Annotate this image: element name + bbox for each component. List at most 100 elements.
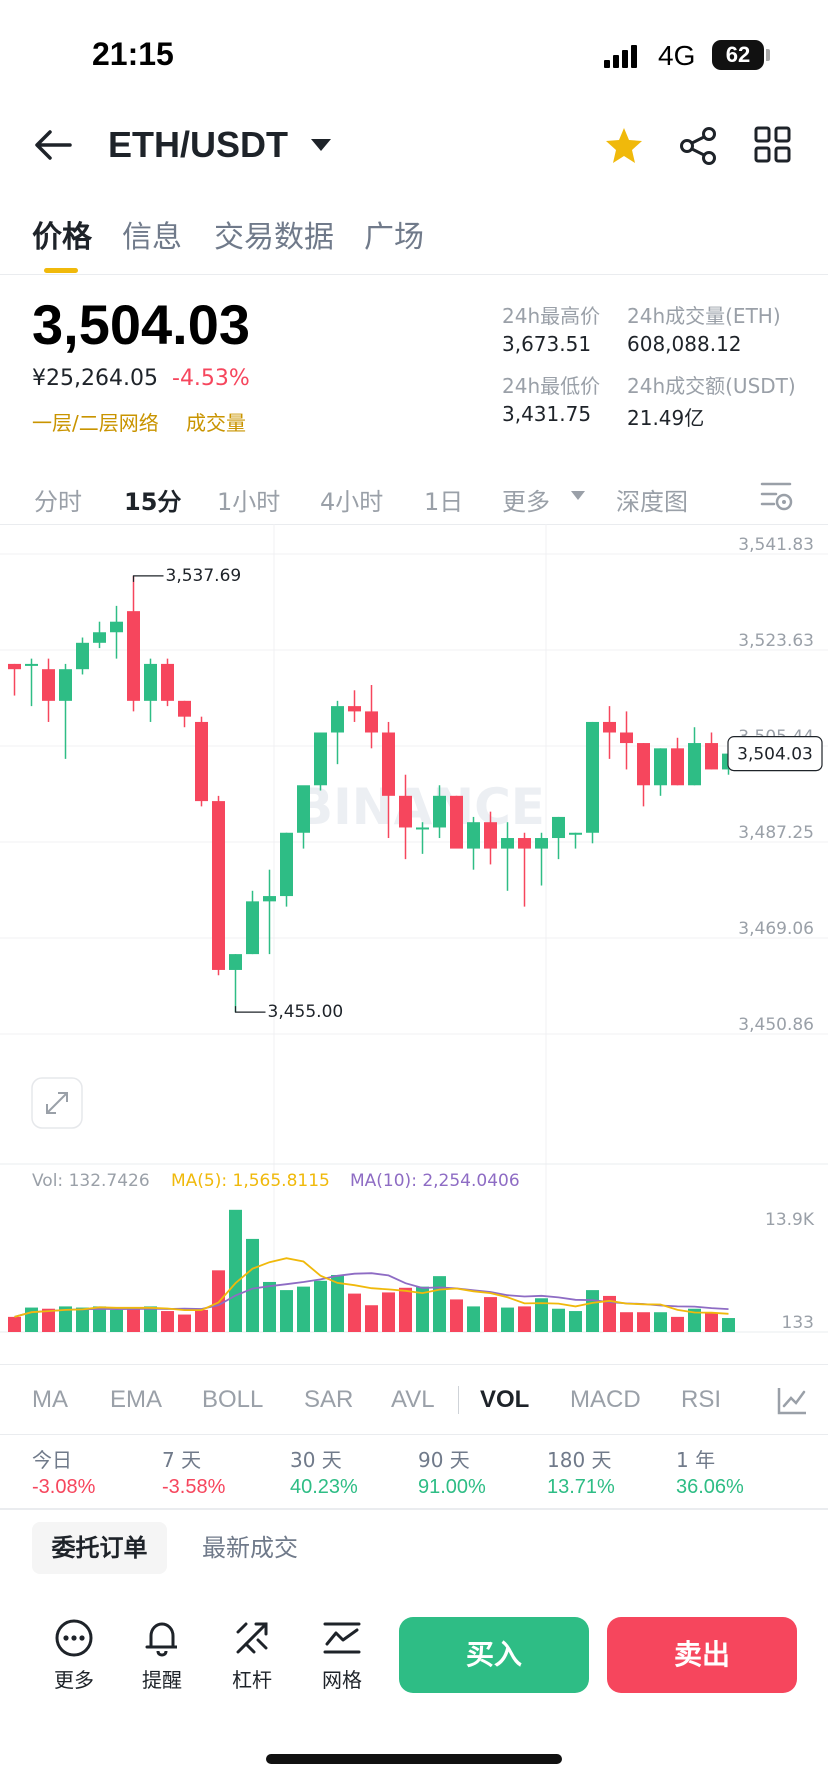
tab-open-orders[interactable]: 委托订单 — [32, 1522, 167, 1574]
volume-bar — [42, 1308, 55, 1332]
volume-bar — [144, 1306, 157, 1332]
volume-y-tick: 133 — [782, 1313, 814, 1333]
volume-bar — [161, 1311, 174, 1332]
candle-body — [688, 743, 701, 786]
bottom-grid-label: 网格 — [322, 1668, 362, 1692]
tab-latest-trades[interactable]: 最新成交 — [202, 1534, 298, 1562]
min-price-label: 3,455.00 — [268, 1002, 344, 1022]
candle-body — [246, 901, 259, 955]
volume-bar — [433, 1276, 446, 1332]
indicator-avl[interactable]: AVL — [391, 1386, 435, 1413]
indicator-ma[interactable]: MA — [32, 1386, 68, 1413]
pair-title[interactable]: ETH/USDT — [108, 124, 288, 165]
y-tick-label: 3,487.25 — [738, 823, 814, 843]
perf-180d-label: 180 天 — [547, 1448, 612, 1472]
candle-body — [212, 801, 225, 970]
volume-bar — [399, 1287, 412, 1332]
volume-y-tick: 13.9K — [765, 1210, 815, 1230]
volume-bar — [59, 1306, 72, 1332]
grid-trading-icon — [323, 1622, 361, 1654]
fiat-price: ¥25,264.05 — [32, 366, 158, 391]
volume-bar — [688, 1308, 701, 1332]
bottom-alert[interactable]: 提醒 — [122, 1618, 202, 1693]
tab-trading-data[interactable]: 交易数据 — [214, 220, 334, 255]
interval-1h[interactable]: 1小时 — [217, 488, 281, 516]
indicator-chart-icon[interactable] — [776, 1386, 808, 1416]
bottom-more-label: 更多 — [54, 1668, 94, 1692]
indicator-ema[interactable]: EMA — [110, 1386, 163, 1413]
candle-body — [416, 827, 429, 830]
interval-depth[interactable]: 深度图 — [616, 488, 688, 516]
candle-body — [654, 748, 667, 786]
candle-body — [93, 632, 106, 643]
grid-icon[interactable] — [754, 126, 792, 164]
candle-body — [348, 706, 361, 712]
indicator-top-divider — [0, 1364, 828, 1365]
interval-1d[interactable]: 1日 — [424, 488, 464, 516]
candle-body — [535, 838, 548, 849]
chevron-down-icon[interactable] — [310, 138, 332, 152]
perf-today-value: -3.08% — [32, 1476, 96, 1498]
bottom-margin[interactable]: 杠杆 — [212, 1618, 292, 1693]
candle-body — [178, 700, 191, 717]
volume-bar — [552, 1308, 565, 1332]
tab-info[interactable]: 信息 — [122, 220, 182, 255]
indicator-rsi[interactable]: RSI — [681, 1386, 722, 1413]
interval-15m[interactable]: 15分 — [124, 488, 182, 516]
candle-body — [365, 711, 378, 733]
leverage-icon — [236, 1622, 268, 1654]
expand-icon[interactable] — [31, 1077, 83, 1129]
bottom-alert-label: 提醒 — [142, 1668, 182, 1692]
interval-more[interactable]: 更多 — [502, 488, 550, 516]
vol-eth-label: 24h成交量(ETH) — [627, 304, 781, 328]
candle-body — [467, 822, 480, 849]
sell-button[interactable]: 卖出 — [607, 1617, 797, 1693]
chart-grid — [0, 524, 828, 1333]
volume-bar — [110, 1309, 123, 1332]
star-icon[interactable] — [604, 126, 644, 164]
indicator-boll[interactable]: BOLL — [202, 1386, 264, 1413]
volume-bar — [722, 1318, 735, 1332]
candle-body — [484, 822, 497, 849]
indicator-vol[interactable]: VOL — [480, 1386, 530, 1413]
candle-body — [195, 721, 208, 802]
volume-bar — [637, 1312, 650, 1332]
bottom-grid[interactable]: 网格 — [302, 1618, 382, 1693]
candlestick-chart[interactable]: BINANCE 3,541.833,523.633,505.443,487.25… — [0, 524, 828, 1342]
tag-layer-network[interactable]: 一层/二层网络 — [32, 411, 159, 435]
tab-price[interactable]: 价格 — [32, 220, 92, 255]
volume-bar — [8, 1316, 21, 1332]
indicator-separator — [458, 1386, 459, 1414]
candle-body — [450, 795, 463, 849]
indicator-sar[interactable]: SAR — [304, 1386, 354, 1413]
volume-ma5-line — [14, 1257, 729, 1318]
share-icon[interactable] — [678, 126, 720, 166]
buy-button[interactable]: 买入 — [399, 1617, 589, 1693]
volume-bars: 13.9K 133 — [8, 1209, 815, 1333]
volume-bar — [484, 1297, 497, 1332]
candle-body — [399, 795, 412, 828]
candle-body — [518, 838, 531, 849]
interval-time[interactable]: 分时 — [34, 488, 82, 516]
chart-settings-icon[interactable] — [760, 480, 794, 512]
tab-square[interactable]: 广场 — [364, 220, 424, 255]
tag-volume[interactable]: 成交量 — [186, 411, 246, 435]
candle-body — [433, 795, 446, 828]
volume-bar — [705, 1313, 718, 1332]
indicator-macd[interactable]: MACD — [570, 1386, 641, 1413]
candle-body — [603, 721, 616, 733]
candle-body — [25, 663, 38, 666]
interval-4h[interactable]: 4小时 — [320, 488, 384, 516]
volume-bar — [518, 1306, 531, 1332]
candle-body — [110, 621, 123, 633]
candle-body — [8, 663, 21, 670]
y-tick-label: 3,523.63 — [738, 631, 814, 651]
tabs-divider — [0, 274, 828, 275]
candle-body — [382, 732, 395, 796]
candle-body — [263, 896, 276, 902]
arrow-left-icon[interactable] — [34, 128, 72, 162]
candle-body — [620, 732, 633, 744]
bottom-more[interactable]: 更多 — [34, 1618, 114, 1693]
vol-usdt-value: 21.49亿 — [627, 406, 705, 430]
chevron-down-icon[interactable] — [570, 490, 586, 502]
